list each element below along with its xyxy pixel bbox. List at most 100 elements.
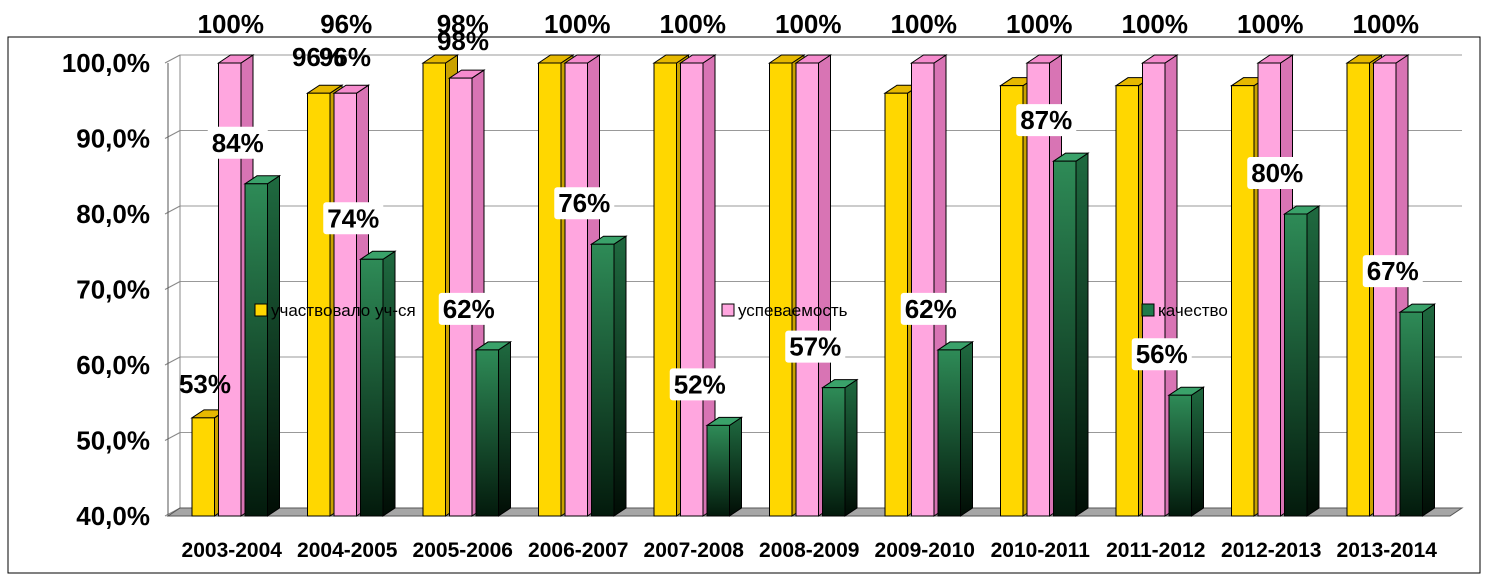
data-label-progress-overlap: 96% [319, 42, 371, 72]
bar-side [382, 250, 396, 517]
data-label-quality: 80% [1251, 158, 1303, 188]
x-tick-label: 2012-2013 [1221, 539, 1321, 562]
data-label-progress: 100% [1006, 9, 1073, 39]
bar-front [1346, 62, 1370, 517]
x-tick-label: 2003-2004 [182, 539, 283, 562]
x-tick-label: 2006-2007 [528, 539, 628, 562]
y-tick-label: 100,0% [62, 48, 150, 78]
data-label-progress-overlap: 98% [437, 26, 489, 56]
data-label-progress: 100% [1122, 9, 1189, 39]
bar-front [1399, 311, 1423, 517]
data-label-box [323, 202, 384, 235]
legend-label: качество [1158, 301, 1228, 320]
data-label-progress: 100% [891, 9, 958, 39]
bar-progress [678, 54, 717, 517]
legend-swatch [1141, 303, 1155, 317]
bar-quality [1398, 303, 1437, 517]
data-label-box [554, 187, 615, 220]
data-label-progress: 100% [198, 9, 265, 39]
x-tick-label: 2004-2005 [297, 539, 398, 562]
data-label-progress: 96% [320, 9, 372, 39]
bar-side [267, 174, 280, 517]
bar-front [538, 62, 562, 517]
bar-quality [243, 174, 282, 517]
bar-front [937, 349, 961, 517]
data-label-box [1362, 255, 1423, 288]
bar-quality [1167, 386, 1206, 517]
legend-item-participated: участвовало уч-ся [254, 301, 416, 320]
data-label-box [669, 368, 730, 401]
data-label-box [1131, 338, 1192, 371]
bar-side [498, 340, 511, 517]
bar-front [307, 92, 331, 517]
bar-front [1284, 213, 1308, 517]
gridline-depth [164, 54, 181, 64]
bar-front [1053, 160, 1077, 517]
bar-quality [358, 250, 397, 517]
data-label-box [900, 292, 961, 325]
bar-front [822, 387, 846, 517]
bar-front [769, 62, 793, 517]
data-label-progress: 100% [775, 9, 842, 39]
bar-side [960, 340, 973, 517]
legend-item-quality: качество [1141, 301, 1228, 320]
gridline-depth [164, 356, 181, 366]
bar-front [1168, 394, 1192, 517]
bar-quality [589, 235, 628, 517]
plot-frame [7, 36, 1481, 574]
bar-quality [705, 416, 744, 517]
x-tick-label: 2009-2010 [875, 539, 975, 562]
data-label-progress: 100% [544, 9, 611, 39]
data-label-quality: 62% [443, 294, 495, 324]
bar-front [795, 62, 819, 517]
bar-progress [909, 54, 948, 517]
data-label-box [785, 330, 846, 363]
data-label-quality: 84% [212, 128, 264, 158]
bar-front [591, 243, 615, 517]
bar-side [729, 416, 742, 517]
y-tick-label: 50,0% [76, 426, 150, 456]
bar-side [1191, 386, 1204, 517]
bar-front [1142, 62, 1166, 517]
x-tick-label: 2007-2008 [644, 539, 745, 562]
data-label-box [1016, 104, 1077, 137]
data-label-quality: 67% [1367, 256, 1419, 286]
gridline-depth [164, 432, 181, 441]
legend-item-progress: успеваемость [721, 301, 848, 320]
legend-label: участвовало уч-ся [271, 301, 416, 320]
bar-front [1115, 85, 1139, 517]
bar-front [1373, 62, 1397, 517]
bar-front [653, 62, 677, 517]
bar-front [218, 62, 242, 517]
x-tick-label: 2013-2014 [1337, 539, 1438, 562]
bar-progress [794, 54, 833, 517]
bar-front [1026, 62, 1050, 517]
x-tick-label: 2005-2006 [413, 539, 513, 562]
data-label-progress: 100% [660, 9, 727, 39]
y-tick-label: 80,0% [76, 199, 150, 229]
legend-swatch [721, 303, 735, 317]
bar-front [706, 424, 730, 517]
bar-front [360, 258, 384, 517]
data-label-participated: 96% [292, 42, 344, 72]
x-tick-label: 2010-2011 [991, 539, 1091, 562]
y-tick-label: 70,0% [76, 275, 150, 305]
data-label-box [207, 126, 268, 159]
data-label-quality: 56% [1136, 339, 1188, 369]
bar-front [911, 62, 935, 517]
data-label-quality: 87% [1020, 105, 1072, 135]
bar-side [1075, 152, 1089, 517]
y-tick-label: 60,0% [76, 350, 150, 380]
data-label-quality: 57% [789, 332, 841, 362]
y-tick-label: 90,0% [76, 124, 150, 154]
bar-side [613, 235, 627, 517]
bar-front [1257, 62, 1281, 517]
x-tick-label: 2008-2009 [759, 539, 859, 562]
bar-quality [474, 340, 513, 517]
data-label-progress: 98% [437, 9, 489, 39]
bar-side [1306, 205, 1320, 517]
legend-swatch [254, 303, 268, 317]
bar-front [191, 417, 215, 517]
